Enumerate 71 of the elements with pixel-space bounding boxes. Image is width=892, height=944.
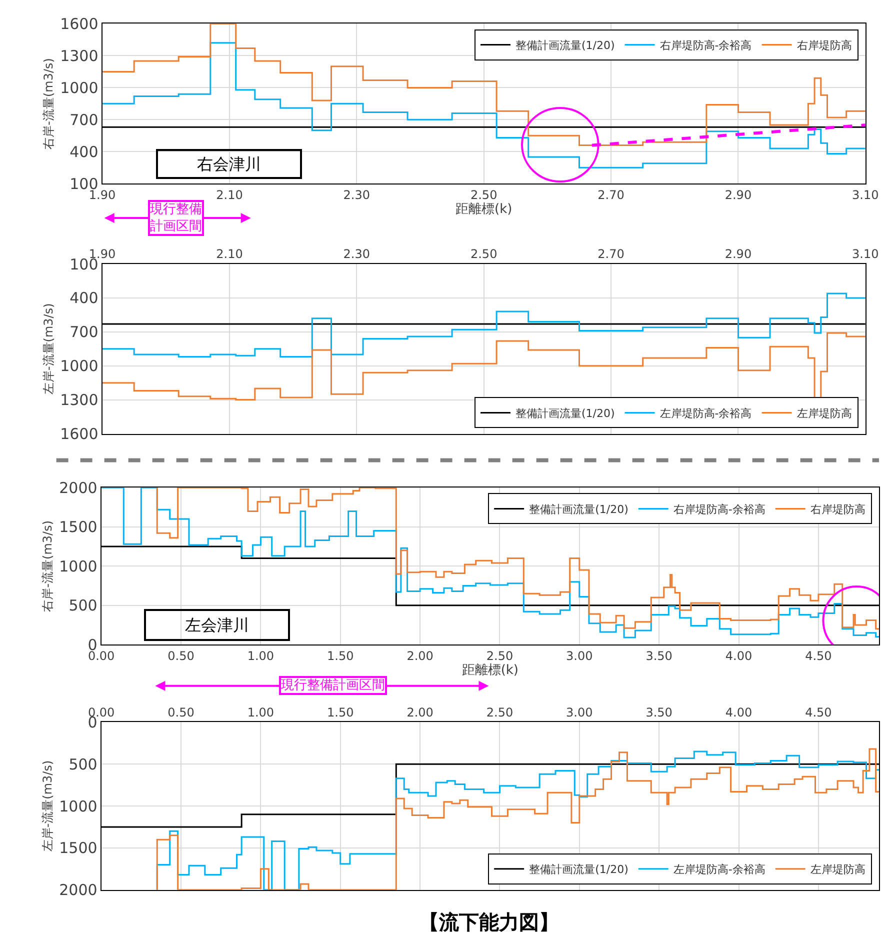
legend-label: 右岸堤防高-余裕高 [660,39,752,52]
x-tick-label: 2.90 [724,188,752,202]
y-tick-label: 1300 [60,46,98,65]
x-tick-label: 0.50 [168,705,194,720]
x-tick-label: 2.10 [216,188,243,202]
x-axis-title: 距離標(k) [456,202,512,218]
y-tick-label: 1500 [59,518,98,536]
y-tick-label: 1000 [60,78,98,97]
x-tick-label: 1.00 [247,649,274,664]
legend-label: 右岸堤防高-余裕高 [673,502,766,516]
legend-label: 右岸堤防高 [810,502,866,516]
legend-label: 整備計画流量(1/20) [529,502,628,516]
y-tick-label: 500 [68,596,98,615]
y-tick-label: 2000 [59,478,98,497]
x-tick-label: 2.00 [406,649,434,664]
x-tick-label: 2.70 [598,188,624,202]
x-tick-label: 2.50 [486,705,514,720]
x-tick-label: 4.50 [805,649,832,664]
y-tick-label: 1000 [59,557,98,576]
legend-label: 整備計画流量(1/20) [515,406,615,420]
legend-label: 左岸堤防高-余裕高 [660,406,752,420]
annotation: 左会津川 [185,616,249,634]
legend-label: 整備計画流量(1/20) [515,39,615,52]
y-tick-label: 700 [70,323,98,342]
x-tick-label: 4.50 [805,705,832,720]
y-tick-label: 1500 [59,839,98,858]
y-tick-label: 1600 [60,425,98,444]
x-tick-label: 3.00 [566,705,593,720]
x-tick-label: 4.00 [725,705,752,720]
legend-label: 整備計画流量(1/20) [529,863,628,876]
y-axis-title: 左岸-流量(m3/s) [41,303,56,395]
x-tick-label: 2.30 [343,247,370,262]
x-tick-label: 1.50 [327,649,354,664]
x-tick-label: 3.50 [646,705,672,720]
annotation: 右会津川 [197,154,261,174]
x-tick-label: 2.90 [724,247,752,262]
y-axis-title: 左岸-流量(m3/s) [40,760,54,852]
x-tick-label: 2.00 [406,705,434,720]
x-tick-label: 2.50 [470,188,498,202]
y-tick-label: 400 [70,289,98,308]
text: 現行整備計画区間 [281,678,385,693]
x-tick-label: 3.50 [646,649,672,664]
x-tick-label: 3.10 [852,247,879,262]
x-tick-label: 3.10 [852,188,879,202]
x-axis-title: 距離標(k) [462,663,518,678]
y-tick-label: 500 [68,755,98,774]
x-tick-label: 2.10 [216,247,243,262]
x-tick-label: 0.50 [168,649,194,664]
text: 現行整備計画区間 [150,202,202,234]
y-tick-label: 1300 [60,391,98,410]
x-tick-label: 2.70 [598,247,624,262]
y-axis-title: 右岸-流量(m3/s) [41,58,56,150]
x-tick-label: 4.00 [725,649,752,664]
y-tick-label: 400 [70,142,98,161]
x-tick-label: 2.50 [486,649,514,664]
x-tick-label: 2.50 [470,247,498,262]
y-tick-label: 2000 [59,881,98,900]
y-tick-label: 1000 [59,797,98,816]
x-tick-label: 2.30 [343,188,370,202]
legend-label: 左岸堤防高-余裕高 [673,863,766,876]
x-tick-label: 1.00 [247,705,274,720]
legend-label: 左岸堤防高 [810,863,866,876]
y-tick-label: 700 [70,110,98,129]
legend-label: 右岸堤防高 [796,39,852,52]
x-tick-label: 1.50 [327,705,354,720]
y-tick-label: 1000 [60,357,98,376]
text: 【流下能力図】 [419,910,559,934]
y-axis-title: 右岸-流量(m3/s) [40,520,54,612]
legend-label: 左岸堤防高 [796,406,852,420]
x-tick-label: 3.00 [566,649,593,664]
y-tick-label: 1600 [60,14,98,33]
